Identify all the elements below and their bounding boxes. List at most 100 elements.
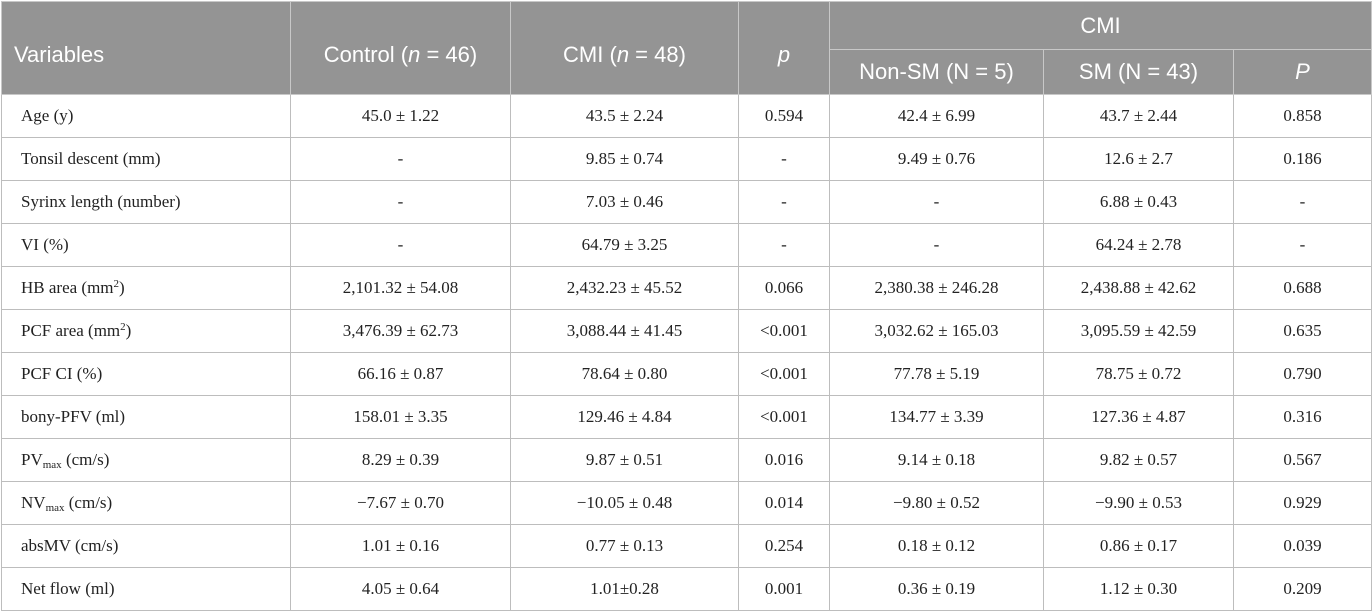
row-variable-name: NVmax (cm/s) xyxy=(1,481,291,525)
cell-control: 66.16 ± 0.87 xyxy=(290,352,511,396)
table-row: Syrinx length (number) -7.03 ± 0.46- -6.88… xyxy=(1,180,1372,224)
cell-P: 0.209 xyxy=(1232,567,1372,611)
cell-p: - xyxy=(738,180,830,224)
cell-cmi: 7.03 ± 0.46 xyxy=(510,180,739,224)
row-variable-name: HB area (mm2) xyxy=(1,266,291,310)
cell-p: <0.001 xyxy=(738,395,830,439)
cell-p: 0.001 xyxy=(738,567,830,611)
header-cmi-group: CMI xyxy=(828,1,1372,50)
cell-P: 0.039 xyxy=(1232,524,1372,568)
table-row: bony-PFV (ml) 158.01 ± 3.35 129.46 ± 4.84 <… xyxy=(1,395,1372,439)
cell-control: −7.67 ± 0.70 xyxy=(290,481,511,525)
row-variable-name: PCF CI (%) xyxy=(1,352,291,396)
cell-sm: 0.86 ± 0.17 xyxy=(1043,524,1234,568)
cell-sm: 43.7 ± 2.44 xyxy=(1043,94,1234,138)
cell-control: 158.01 ± 3.35 xyxy=(290,395,511,439)
row-variable-name: absMV (cm/s) xyxy=(1,524,291,568)
header-non-sm: Non-SM (N = 5) xyxy=(829,49,1044,95)
cell-cmi: −10.05 ± 0.48 xyxy=(510,481,739,525)
cell-control: 1.01 ± 0.16 xyxy=(290,524,511,568)
cell-non-sm: 2,380.38 ± 246.28 xyxy=(829,266,1044,310)
cell-P: 0.929 xyxy=(1232,481,1372,525)
cell-control: 45.0 ± 1.22 xyxy=(290,94,511,138)
table-row: NVmax (cm/s) −7.67 ± 0.70 −10.05 ± 0.48 0.0… xyxy=(1,481,1372,525)
cell-P: 0.790 xyxy=(1232,352,1372,396)
cell-p: 0.066 xyxy=(738,266,830,310)
cell-p: - xyxy=(738,137,830,181)
cell-non-sm: - xyxy=(829,223,1044,267)
row-variable-name: Syrinx length (number) xyxy=(1,180,291,224)
row-variable-name: bony-PFV (ml) xyxy=(1,395,291,439)
cell-cmi: 3,088.44 ± 41.45 xyxy=(510,309,739,353)
cell-p: 0.254 xyxy=(738,524,830,568)
cell-sm: 6.88 ± 0.43 xyxy=(1043,180,1234,224)
cell-cmi: 2,432.23 ± 45.52 xyxy=(510,266,739,310)
cell-control: 4.05 ± 0.64 xyxy=(290,567,511,611)
row-variable-name: Age (y) xyxy=(1,94,291,138)
cell-non-sm: 9.49 ± 0.76 xyxy=(829,137,1044,181)
table-row: VI (%) -64.79 ± 3.25- -64.24 ± 2.78- xyxy=(1,223,1372,267)
cell-P: 0.858 xyxy=(1232,94,1372,138)
row-variable-name: Net flow (ml) xyxy=(1,567,291,611)
cell-p: 0.014 xyxy=(738,481,830,525)
table-row: Tonsil descent (mm) -9.85 ± 0.74-9.49 ± 0… xyxy=(1,137,1372,181)
cell-sm: 12.6 ± 2.7 xyxy=(1043,137,1234,181)
cell-non-sm: 9.14 ± 0.18 xyxy=(829,438,1044,482)
cell-non-sm: 42.4 ± 6.99 xyxy=(829,94,1044,138)
cell-sm: 9.82 ± 0.57 xyxy=(1043,438,1234,482)
cell-control: - xyxy=(290,137,511,181)
cell-sm: 2,438.88 ± 42.62 xyxy=(1043,266,1234,310)
cell-cmi: 0.77 ± 0.13 xyxy=(510,524,739,568)
table-row: PVmax (cm/s) 8.29 ± 0.39 9.87 ± 0.51 0.016 9… xyxy=(1,438,1372,482)
cell-cmi: 43.5 ± 2.24 xyxy=(510,94,739,138)
cell-control: - xyxy=(290,223,511,267)
table-body: Age (y) 45.0 ± 1.22 43.5 ± 2.24 0.594 42.4 ±… xyxy=(1,94,1372,611)
cell-cmi: 129.46 ± 4.84 xyxy=(510,395,739,439)
header-sm: SM (N = 43) xyxy=(1043,49,1234,95)
cell-control: - xyxy=(290,180,511,224)
cell-non-sm: 77.78 ± 5.19 xyxy=(829,352,1044,396)
table-row: Net flow (ml) 4.05 ± 0.64 1.01±0.28 0.001 0.… xyxy=(1,567,1372,611)
header-P: P xyxy=(1232,49,1372,95)
header-p: p xyxy=(738,1,830,95)
cell-sm: 3,095.59 ± 42.59 xyxy=(1043,309,1234,353)
table-row: HB area (mm2) 2,101.32 ± 54.08 2,432.23 ± … xyxy=(1,266,1372,310)
cell-P: - xyxy=(1232,180,1372,224)
cell-p: 0.016 xyxy=(738,438,830,482)
cell-non-sm: 0.18 ± 0.12 xyxy=(829,524,1044,568)
header-variables: Variables xyxy=(1,1,291,95)
cell-non-sm: 0.36 ± 0.19 xyxy=(829,567,1044,611)
cell-cmi: 64.79 ± 3.25 xyxy=(510,223,739,267)
cell-cmi: 9.85 ± 0.74 xyxy=(510,137,739,181)
cell-cmi: 1.01±0.28 xyxy=(510,567,739,611)
cell-non-sm: - xyxy=(829,180,1044,224)
cell-non-sm: −9.80 ± 0.52 xyxy=(829,481,1044,525)
cell-p: - xyxy=(738,223,830,267)
cell-sm: 127.36 ± 4.87 xyxy=(1043,395,1234,439)
cell-p: <0.001 xyxy=(738,352,830,396)
cell-sm: 64.24 ± 2.78 xyxy=(1043,223,1234,267)
row-variable-name: Tonsil descent (mm) xyxy=(1,137,291,181)
table-row: PCF CI (%) 66.16 ± 0.87 78.64 ± 0.80 <0.001… xyxy=(1,352,1372,396)
cell-cmi: 78.64 ± 0.80 xyxy=(510,352,739,396)
cell-P: 0.688 xyxy=(1232,266,1372,310)
cell-non-sm: 134.77 ± 3.39 xyxy=(829,395,1044,439)
cell-non-sm: 3,032.62 ± 165.03 xyxy=(829,309,1044,353)
cell-p: 0.594 xyxy=(738,94,830,138)
cell-P: 0.635 xyxy=(1232,309,1372,353)
table-header: Variables Control (n = 46) CMI (n = 48) … xyxy=(1,1,1372,95)
cell-P: - xyxy=(1232,223,1372,267)
cell-control: 8.29 ± 0.39 xyxy=(290,438,511,482)
cell-control: 2,101.32 ± 54.08 xyxy=(290,266,511,310)
cell-sm: −9.90 ± 0.53 xyxy=(1043,481,1234,525)
row-variable-name: PCF area (mm2) xyxy=(1,309,291,353)
table-row: Age (y) 45.0 ± 1.22 43.5 ± 2.24 0.594 42.4 ±… xyxy=(1,94,1372,138)
cell-P: 0.316 xyxy=(1232,395,1372,439)
table-row: PCF area (mm2) 3,476.39 ± 62.73 3,088.44 ±… xyxy=(1,309,1372,353)
header-cmi: CMI (n = 48) xyxy=(510,1,739,95)
row-variable-name: VI (%) xyxy=(1,223,291,267)
cell-sm: 78.75 ± 0.72 xyxy=(1043,352,1234,396)
cell-control: 3,476.39 ± 62.73 xyxy=(290,309,511,353)
header-control: Control (n = 46) xyxy=(290,1,511,95)
